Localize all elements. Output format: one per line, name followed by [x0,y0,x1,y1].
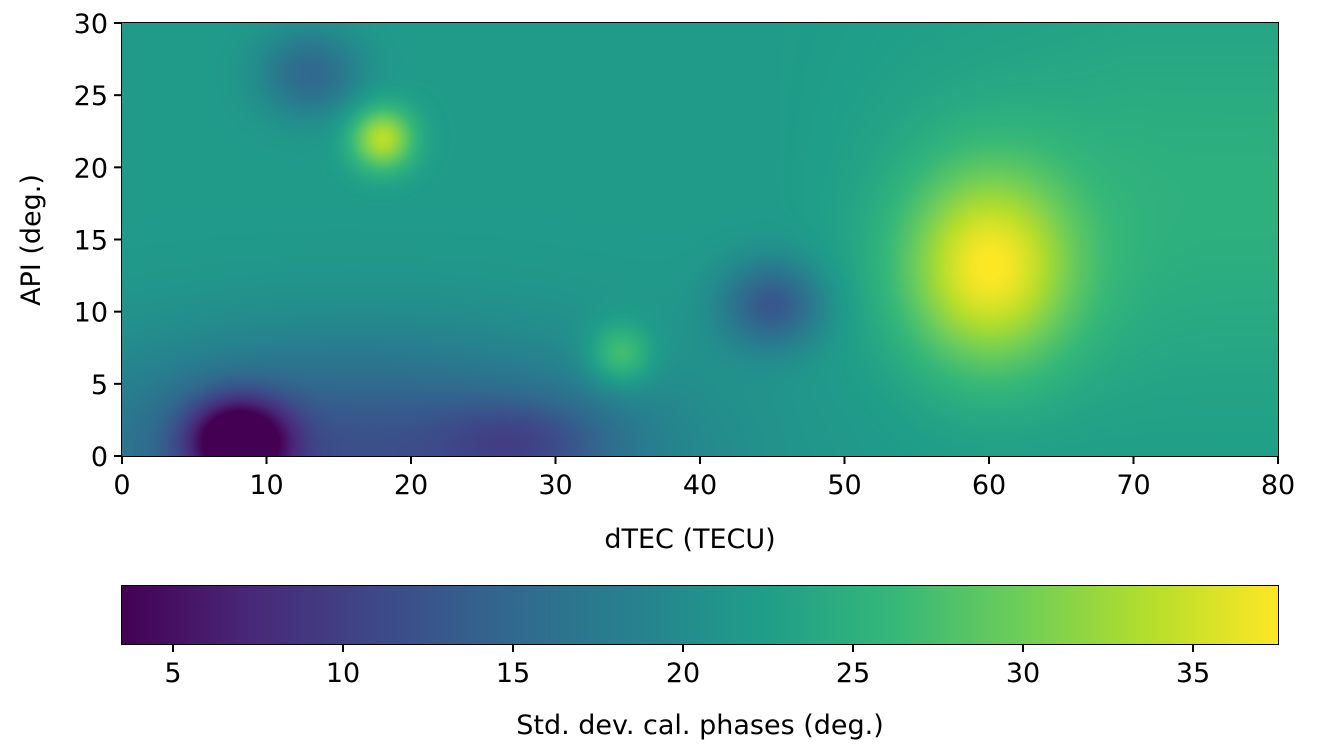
colorbar-label: Std. dev. cal. phases (deg.) [516,710,884,741]
x-axis: 0 10 20 30 40 50 60 70 80 [113,456,1295,501]
y-tick-label: 5 [91,370,108,401]
y-axis-label: API (deg.) [16,174,47,306]
y-tick-label: 10 [74,298,108,329]
x-tick-label: 20 [394,470,428,501]
y-tick-label: 15 [74,226,108,257]
x-tick-label: 80 [1261,470,1295,501]
heatmap-image [122,23,1278,456]
x-tick-label: 50 [827,470,861,501]
colorbar-tick-label: 10 [326,658,360,689]
colorbar-tick-label: 30 [1006,658,1040,689]
x-axis-label: dTEC (TECU) [604,524,775,555]
colorbar-tick-label: 5 [164,658,181,689]
y-tick-label: 25 [74,81,108,112]
x-tick-label: 60 [972,470,1006,501]
y-tick-label: 30 [74,9,108,40]
colorbar-axis: 5 10 15 20 25 30 35 [164,644,1210,689]
x-tick-label: 10 [249,470,283,501]
x-tick-label: 0 [113,470,130,501]
colorbar-tick-label: 25 [836,658,870,689]
y-tick-label: 20 [74,153,108,184]
x-tick-label: 30 [538,470,572,501]
x-tick-label: 40 [683,470,717,501]
y-tick-label: 0 [91,442,108,473]
colorbar-tick-label: 20 [666,658,700,689]
colorbar-tick-label: 15 [496,658,530,689]
x-tick-label: 70 [1116,470,1150,501]
colorbar-tick-label: 35 [1176,658,1210,689]
y-axis: 0 5 10 15 20 25 30 [74,9,122,473]
colorbar-gradient [122,586,1278,644]
